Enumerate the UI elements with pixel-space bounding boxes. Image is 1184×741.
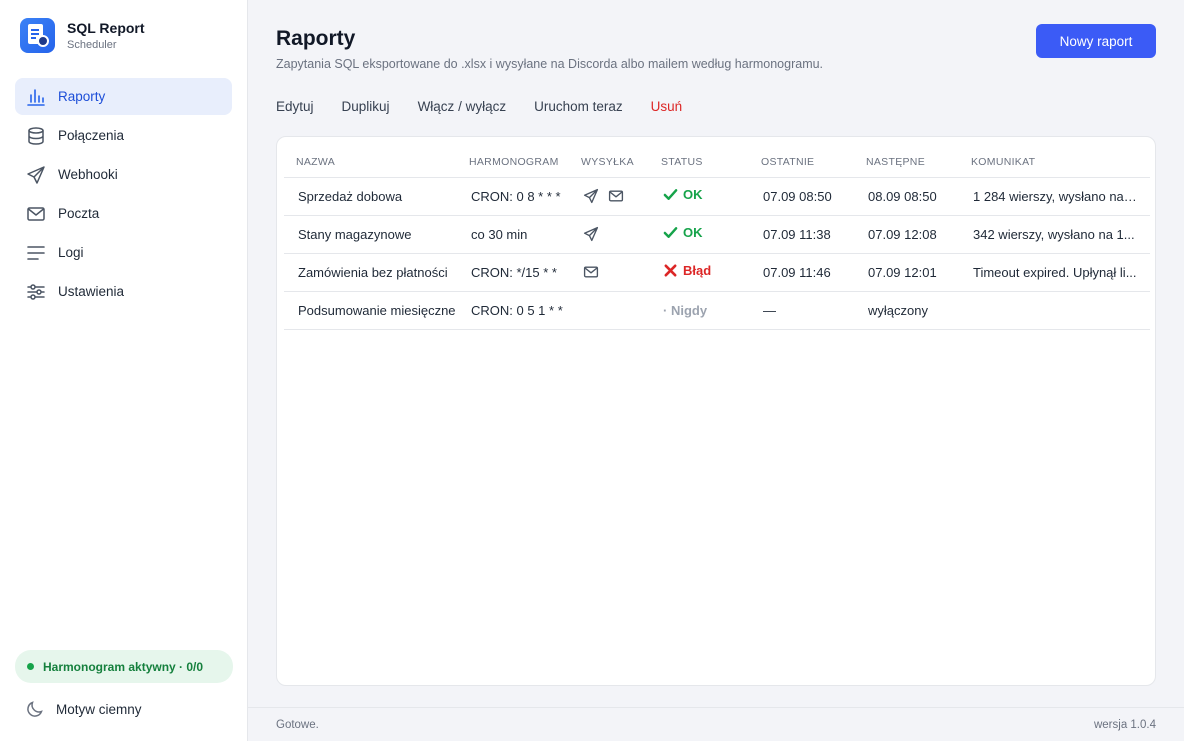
cell-next-run: 07.09 12:01 <box>854 253 959 292</box>
edit-button[interactable]: Edytuj <box>276 99 314 114</box>
report-toolbar: Edytuj Duplikuj Włącz / wyłącz Uruchom t… <box>276 99 710 114</box>
column-header-send[interactable]: WYSYŁKA <box>569 147 649 178</box>
cell-status: Błąd <box>649 253 749 292</box>
app-title: SQL Report <box>67 20 145 36</box>
sliders-icon <box>25 281 47 303</box>
mail-icon <box>583 264 599 280</box>
sidebar-item-label: Ustawienia <box>58 284 125 299</box>
cell-schedule: CRON: */15 * * <box>457 253 569 292</box>
cell-last-run: — <box>749 291 854 330</box>
cell-schedule: CRON: 0 8 * * * <box>457 177 569 216</box>
app-logo-icon <box>20 18 55 53</box>
mail-icon <box>25 203 47 225</box>
cell-status: OK <box>649 177 749 216</box>
status-dot-icon <box>27 663 34 670</box>
cell-name: Zamówienia bez płatności <box>284 253 457 292</box>
send-icon <box>583 226 599 242</box>
column-header-status[interactable]: STATUS <box>649 147 749 178</box>
main-content: Raporty Zapytania SQL eksportowane do .x… <box>248 0 1184 741</box>
moon-icon <box>25 699 45 719</box>
delete-button[interactable]: Usuń <box>650 99 683 114</box>
sidebar-item-raporty[interactable]: Raporty <box>15 78 232 115</box>
cell-send <box>569 253 649 292</box>
sidebar: SQL Report Scheduler Raporty Połączenia … <box>0 0 248 741</box>
toggle-button[interactable]: Włącz / wyłącz <box>417 99 507 114</box>
send-icon <box>25 164 47 186</box>
page-subtitle: Zapytania SQL eksportowane do .xlsx i wy… <box>276 57 824 71</box>
page-title: Raporty <box>276 27 356 50</box>
cell-name: Stany magazynowe <box>284 215 457 254</box>
sidebar-item-label: Poczta <box>58 206 100 221</box>
column-header-last[interactable]: OSTATNIE <box>749 147 854 178</box>
column-header-name[interactable]: NAZWA <box>284 147 457 178</box>
cell-last-run: 07.09 11:46 <box>749 253 854 292</box>
column-header-schedule[interactable]: HARMONOGRAM <box>457 147 569 178</box>
cell-send <box>569 215 649 254</box>
sidebar-item-label: Webhooki <box>58 167 118 182</box>
sidebar-item-label: Połączenia <box>58 128 125 143</box>
sidebar-item-ustawienia[interactable]: Ustawienia <box>15 273 232 310</box>
status-badge: Błąd <box>663 263 711 278</box>
sidebar-item-label: Logi <box>58 245 84 260</box>
cell-next-run: 07.09 12:08 <box>854 215 959 254</box>
table-row[interactable]: Podsumowanie miesięczne CRON: 0 5 1 * * … <box>284 291 1150 330</box>
table-row[interactable]: Zamówienia bez płatności CRON: */15 * * … <box>284 253 1150 292</box>
run-now-button[interactable]: Uruchom teraz <box>534 99 623 114</box>
cell-last-run: 07.09 11:38 <box>749 215 854 254</box>
table-row[interactable]: Sprzedaż dobowa CRON: 0 8 * * * OK <box>284 177 1150 216</box>
cell-status: · Nigdy <box>649 291 749 330</box>
scheduler-status-text: Harmonogram aktywny · 0/0 <box>43 659 204 674</box>
cell-last-run: 07.09 08:50 <box>749 177 854 216</box>
bar-chart-icon <box>25 86 47 108</box>
brand: SQL Report Scheduler <box>20 18 145 53</box>
sidebar-nav: Raporty Połączenia Webhooki Poczta Logi <box>15 78 232 312</box>
column-header-message[interactable]: KOMUNIKAT <box>959 147 1150 178</box>
duplicate-button[interactable]: Duplikuj <box>341 99 390 114</box>
status-bar-text: Gotowe. <box>276 719 319 731</box>
status-badge: OK <box>663 187 703 202</box>
cell-status: OK <box>649 215 749 254</box>
check-icon <box>663 189 678 200</box>
send-icon <box>583 188 599 204</box>
cell-send <box>569 177 649 216</box>
cell-message: 1 284 wierszy, wysłano na 2... <box>959 177 1150 216</box>
cell-message <box>959 291 1150 330</box>
scheduler-status-badge: Harmonogram aktywny · 0/0 <box>15 650 233 683</box>
mail-icon <box>608 188 624 204</box>
status-badge: OK <box>663 225 703 240</box>
check-icon <box>663 227 678 238</box>
database-icon <box>25 125 47 147</box>
status-bar: Gotowe. wersja 1.0.4 <box>248 707 1184 741</box>
sidebar-item-label: Raporty <box>58 89 106 104</box>
version-label: wersja 1.0.4 <box>1093 719 1156 731</box>
cell-name: Podsumowanie miesięczne <box>284 291 457 330</box>
cell-message: 342 wierszy, wysłano na 1... <box>959 215 1150 254</box>
cell-next-run: 08.09 08:50 <box>854 177 959 216</box>
cell-schedule: CRON: 0 5 1 * * <box>457 291 569 330</box>
cell-message: Timeout expired. Upłynął li... <box>959 253 1150 292</box>
dark-theme-toggle[interactable]: Motyw ciemny <box>25 699 142 719</box>
reports-table-card: NAZWA HARMONOGRAM WYSYŁKA STATUS OSTATNI… <box>276 136 1156 686</box>
theme-toggle-label: Motyw ciemny <box>56 701 142 717</box>
new-report-button[interactable]: Nowy raport <box>1036 24 1156 58</box>
sidebar-item-webhooki[interactable]: Webhooki <box>15 156 232 193</box>
column-header-next[interactable]: NASTĘPNE <box>854 147 959 178</box>
cell-send <box>569 291 649 330</box>
cell-schedule: co 30 min <box>457 215 569 254</box>
sidebar-item-logi[interactable]: Logi <box>15 234 232 271</box>
reports-table: NAZWA HARMONOGRAM WYSYŁKA STATUS OSTATNI… <box>284 147 1150 330</box>
sidebar-item-polaczenia[interactable]: Połączenia <box>15 117 232 154</box>
error-x-icon <box>664 264 677 277</box>
table-header-row: NAZWA HARMONOGRAM WYSYŁKA STATUS OSTATNI… <box>284 147 1150 178</box>
list-lines-icon <box>25 242 47 264</box>
cell-name: Sprzedaż dobowa <box>284 177 457 216</box>
sidebar-item-poczta[interactable]: Poczta <box>15 195 232 232</box>
status-badge: · Nigdy <box>663 302 708 318</box>
cell-next-run: wyłączony <box>854 291 959 330</box>
app-subtitle: Scheduler <box>67 39 117 51</box>
table-row[interactable]: Stany magazynowe co 30 min OK 07.09 11:3 <box>284 215 1150 254</box>
